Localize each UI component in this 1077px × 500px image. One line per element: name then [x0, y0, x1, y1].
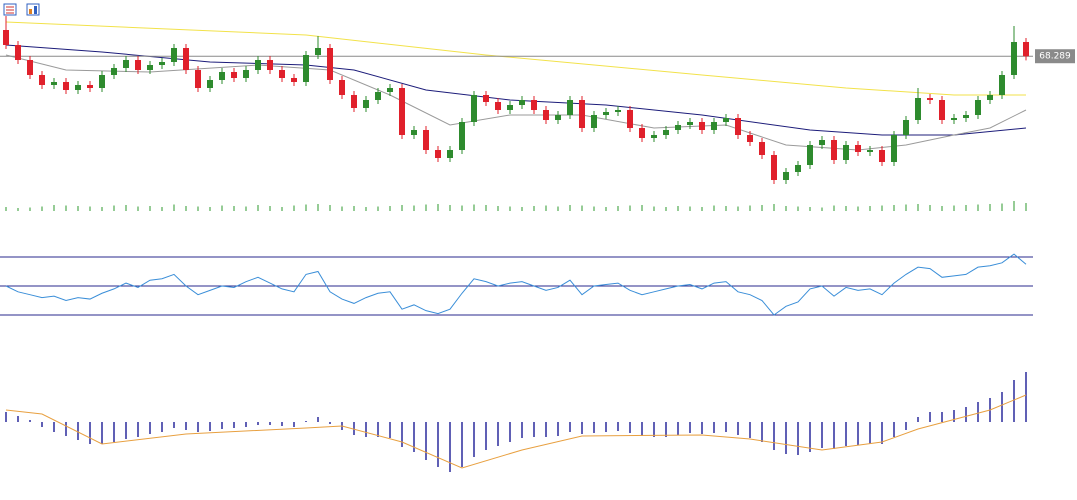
candle-body — [279, 70, 285, 78]
candle-body — [795, 165, 801, 172]
candle-body — [771, 155, 777, 180]
candle-body — [819, 140, 825, 145]
candle-body — [951, 118, 957, 120]
candle-body — [63, 82, 69, 90]
candle-body — [399, 88, 405, 135]
signal-line — [5, 394, 1027, 469]
candle-body — [435, 150, 441, 158]
candle-body — [627, 110, 633, 128]
candle-body — [75, 85, 81, 90]
candle-body — [483, 95, 489, 102]
candle-body — [963, 115, 969, 118]
candle-body — [15, 45, 21, 60]
candle-body — [159, 62, 165, 65]
candle-body — [303, 55, 309, 82]
candle-body — [27, 60, 33, 75]
candle-body — [327, 48, 333, 80]
candle-body — [1023, 42, 1029, 57]
candle-body — [243, 70, 249, 78]
candle-body — [567, 100, 573, 115]
candle-body — [831, 140, 837, 160]
icon-bar — [34, 6, 37, 14]
candle-body — [255, 60, 261, 70]
candle-body — [903, 120, 909, 135]
candle-body — [867, 150, 873, 152]
candle-body — [207, 80, 213, 88]
candle-body — [579, 100, 585, 128]
price-label-box — [1035, 49, 1075, 64]
icon-bar — [29, 9, 32, 14]
moving-average — [5, 54, 1027, 151]
candle-body — [711, 122, 717, 130]
candle-body — [135, 60, 141, 70]
candle-body — [663, 130, 669, 135]
candle-body — [183, 48, 189, 70]
candle-body — [747, 135, 753, 142]
candle-body — [843, 145, 849, 160]
candle-body — [351, 95, 357, 108]
candle-body — [315, 48, 321, 55]
candle-body — [507, 105, 513, 110]
candle-body — [783, 172, 789, 180]
candle-body — [291, 78, 297, 82]
candle-body — [531, 100, 537, 110]
candle-body — [447, 150, 453, 158]
candle-body — [267, 60, 273, 70]
candle-body — [699, 122, 705, 130]
candle-body — [411, 130, 417, 135]
candle-body — [147, 65, 153, 70]
candle-body — [735, 118, 741, 135]
candle-body — [231, 72, 237, 78]
candle-body — [123, 60, 129, 68]
icon-chart[interactable] — [26, 3, 40, 16]
candle-body — [111, 68, 117, 75]
candle-body — [471, 95, 477, 122]
candle-body — [171, 48, 177, 62]
toolbar-icons[interactable] — [3, 3, 40, 16]
candle-body — [363, 100, 369, 108]
candle-body — [687, 122, 693, 125]
candle-body — [615, 110, 621, 112]
candle-body — [1011, 42, 1017, 75]
candle-body — [939, 100, 945, 120]
candle-body — [459, 122, 465, 150]
candle-body — [195, 70, 201, 88]
candle-body — [387, 88, 393, 92]
candle-body — [495, 102, 501, 110]
candle-body — [639, 128, 645, 138]
candle-body — [99, 75, 105, 88]
candle-body — [975, 100, 981, 115]
candle-body — [855, 145, 861, 152]
rsi-line — [5, 253, 1027, 316]
candle-body — [603, 112, 609, 115]
candle-body — [3, 30, 9, 45]
candle-body — [915, 98, 921, 120]
candle-body — [879, 150, 885, 162]
candle-body — [543, 110, 549, 120]
candle-body — [339, 80, 345, 95]
candle-body — [927, 98, 933, 100]
candle-body — [375, 92, 381, 100]
candle-body — [987, 95, 993, 100]
candle-body — [759, 142, 765, 155]
candle-body — [423, 130, 429, 150]
candle-body — [87, 85, 93, 88]
candle-body — [219, 72, 225, 80]
moving-average — [5, 21, 1026, 96]
price-label: 68.289 — [1039, 52, 1071, 62]
candle-body — [891, 135, 897, 162]
candle-body — [999, 75, 1005, 95]
candle-body — [555, 115, 561, 120]
candle-body — [519, 100, 525, 105]
candle-body — [591, 115, 597, 128]
candle-body — [39, 75, 45, 85]
candle-body — [651, 135, 657, 138]
candle-body — [675, 125, 681, 130]
candle-body — [807, 145, 813, 165]
candle-body — [723, 118, 729, 122]
moving-average — [5, 44, 1027, 136]
candle-body — [51, 82, 57, 85]
